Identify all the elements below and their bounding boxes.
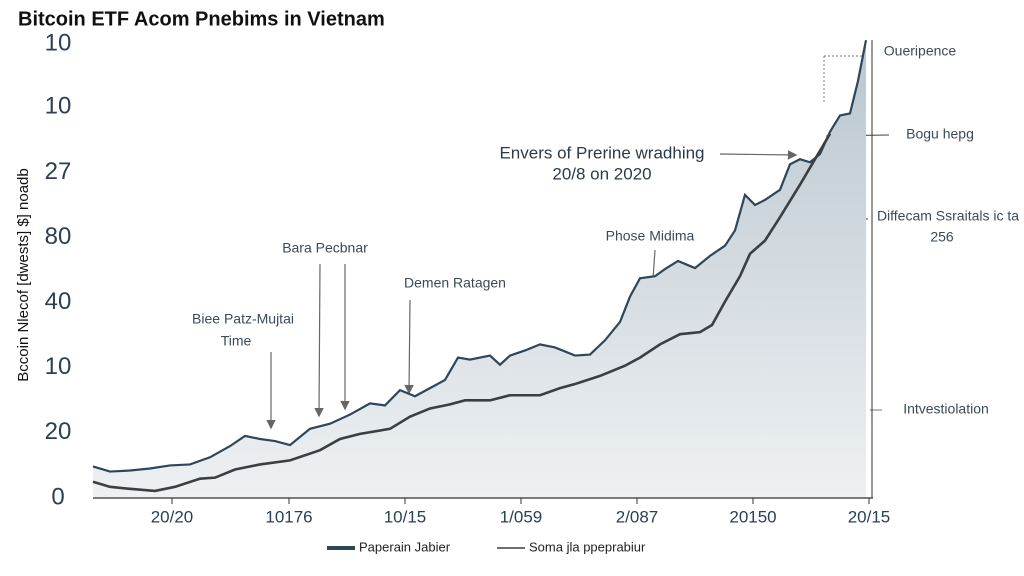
y-tick-label: 10 [45,93,72,120]
y-axis-label: Bccoin Nlecof [dwests] $] noadb [15,168,32,381]
line [92,133,832,493]
annotation: Biee Patz-Mujtai [192,311,294,327]
annotation: Demen Ratagen [404,275,506,291]
annotation: 20/8 on 2020 [552,164,651,183]
annotation: Bogu hepg [906,126,974,142]
annotation: Diffecam Ssraitals ic ta [877,208,1019,224]
x-tick-label: 20/20 [151,507,194,526]
annotation: Envers of Prerine wradhing [499,143,704,162]
annotation: Intvestiolation [903,401,989,417]
y-tick-label: 10 [45,30,72,57]
y-tick-label: 80 [45,223,72,250]
y-tick-label: 40 [45,288,72,315]
y-tick-label: 27 [45,158,72,185]
x-tick-label: 1/059 [500,507,543,526]
x-tick-label: 20/15 [848,507,891,526]
y-tick-label: 20 [45,418,72,445]
y-tick-label: 10 [45,353,72,380]
y-tick-label: 0 [51,483,64,510]
annotation: Oueripence [884,43,957,59]
annotation: Time [221,333,252,349]
legend-label: Paperain Jabier [359,539,451,554]
x-tick-label: 2/087 [616,507,659,526]
legend-label: Soma jla ppeprabiur [529,539,646,554]
x-tick-label: 10/15 [384,507,427,526]
annotation: Bara Pecbnar [282,240,368,256]
x-tick-label: 20150 [729,507,776,526]
annotation: Phose Midima [606,228,695,244]
chart-title: Bitcoin ETF Acom Pnebims in Vietnam [18,8,385,30]
annotation: 256 [930,229,954,245]
line [92,39,868,473]
x-tick-label: 10176 [265,507,312,526]
area [93,40,866,498]
